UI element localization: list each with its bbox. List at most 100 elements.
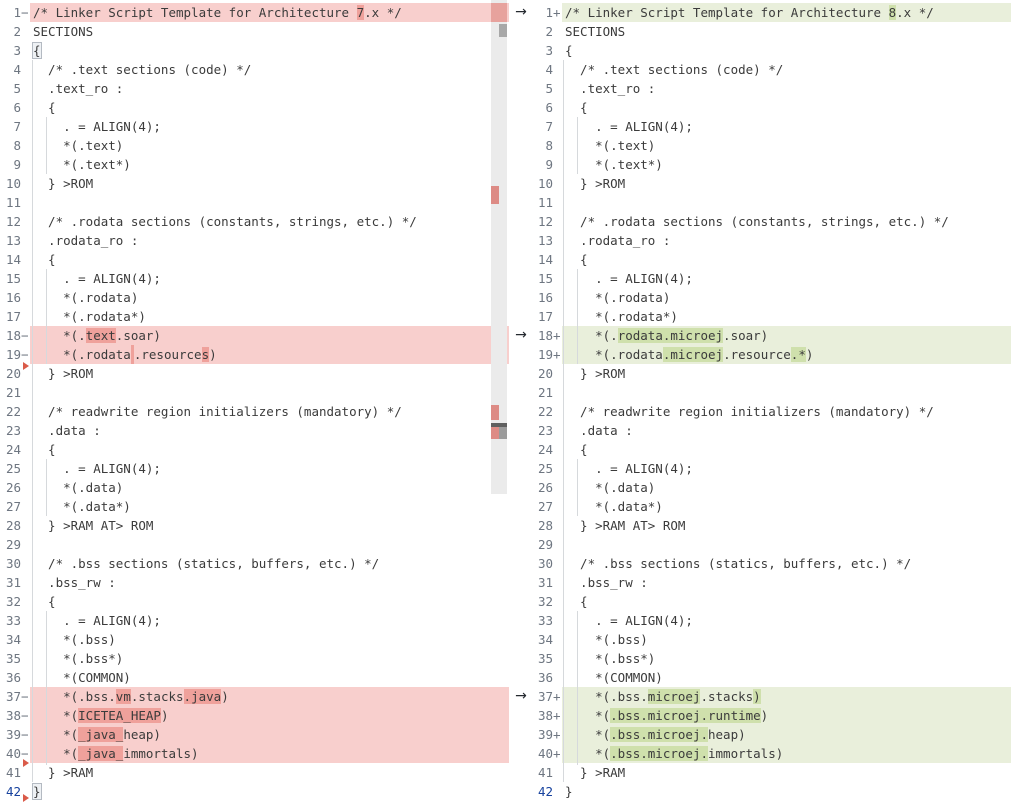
line-number[interactable]: 31 — [537, 575, 553, 590]
line-number[interactable]: 35 — [5, 651, 21, 666]
line-number[interactable]: 33 — [5, 613, 21, 628]
code-text[interactable]: /* readwrite region initializers (mandat… — [30, 402, 509, 421]
line-number[interactable]: 2 — [13, 24, 21, 39]
line-number[interactable]: 42 — [5, 784, 21, 799]
code-text[interactable]: { — [30, 250, 509, 269]
line-number[interactable]: 8 — [13, 138, 21, 153]
line-number[interactable]: 4 — [13, 62, 21, 77]
code-text[interactable]: *(.text*) — [562, 155, 1011, 174]
code-text[interactable]: /* .rodata sections (constants, strings,… — [562, 212, 1011, 231]
line-number[interactable]: 24 — [537, 442, 553, 457]
line-number[interactable]: 25 — [537, 461, 553, 476]
line-number[interactable]: 21 — [537, 385, 553, 400]
line-number[interactable]: 17 — [537, 309, 553, 324]
code-text[interactable]: *(ICETEA_HEAP) — [30, 706, 509, 725]
code-text[interactable]: *(.text*) — [30, 155, 509, 174]
line-number[interactable]: 6 — [13, 100, 21, 115]
code-text[interactable]: { — [30, 98, 509, 117]
line-number[interactable]: 39 — [5, 727, 21, 742]
code-text[interactable]: . = ALIGN(4); — [30, 269, 509, 288]
line-number[interactable]: 27 — [537, 499, 553, 514]
line-number[interactable]: 12 — [537, 214, 553, 229]
line-number[interactable]: 28 — [5, 518, 21, 533]
line-number[interactable]: 14 — [537, 252, 553, 267]
line-number[interactable]: 5 — [545, 81, 553, 96]
code-text[interactable]: *(.rodata .resources) — [30, 345, 509, 364]
line-number[interactable]: 5 — [13, 81, 21, 96]
code-text[interactable]: } >ROM — [562, 364, 1011, 383]
code-text[interactable]: .bss_rw : — [30, 573, 509, 592]
original-editor-pane[interactable]: 1−/* Linker Script Template for Architec… — [0, 0, 509, 807]
code-text[interactable]: .bss_rw : — [562, 573, 1011, 592]
code-text[interactable]: /* .bss sections (statics, buffers, etc.… — [562, 554, 1011, 573]
line-number[interactable]: 14 — [5, 252, 21, 267]
code-text[interactable]: /* readwrite region initializers (mandat… — [562, 402, 1011, 421]
line-number[interactable]: 2 — [545, 24, 553, 39]
code-text[interactable]: { — [562, 440, 1011, 459]
line-number[interactable]: 41 — [537, 765, 553, 780]
line-number[interactable]: 34 — [537, 632, 553, 647]
line-number[interactable]: 33 — [537, 613, 553, 628]
code-text[interactable]: *(.bss.vm.stacks.java) — [30, 687, 509, 706]
code-text[interactable]: SECTIONS — [562, 22, 1011, 41]
code-text[interactable]: .text_ro : — [562, 79, 1011, 98]
code-text[interactable]: /* Linker Script Template for Architectu… — [30, 3, 509, 22]
code-text[interactable]: *(.rodata*) — [30, 307, 509, 326]
line-number[interactable]: 9 — [13, 157, 21, 172]
code-text[interactable]: *(.bss.microej.heap) — [562, 725, 1011, 744]
line-number[interactable]: 20 — [5, 366, 21, 381]
code-text[interactable]: .rodata_ro : — [30, 231, 509, 250]
code-text[interactable]: *(.text) — [562, 136, 1011, 155]
line-number[interactable]: 13 — [5, 233, 21, 248]
line-number[interactable]: 39 — [537, 727, 553, 742]
line-number[interactable]: 18 — [5, 328, 21, 343]
code-text[interactable]: /* .rodata sections (constants, strings,… — [30, 212, 509, 231]
line-number[interactable]: 8 — [545, 138, 553, 153]
code-text[interactable]: .data : — [562, 421, 1011, 440]
code-text[interactable]: } >RAM — [562, 763, 1011, 782]
code-text[interactable]: *(.bss*) — [562, 649, 1011, 668]
line-number[interactable]: 7 — [545, 119, 553, 134]
line-number[interactable]: 40 — [5, 746, 21, 761]
code-text[interactable]: . = ALIGN(4); — [30, 611, 509, 630]
change-arrow-icon[interactable]: → — [515, 327, 527, 343]
code-text[interactable] — [562, 535, 1011, 554]
modified-editor-pane[interactable]: 1 +/* Linker Script Template for Architec… — [509, 0, 1011, 807]
code-text[interactable]: *(.data*) — [562, 497, 1011, 516]
code-text[interactable]: { — [30, 41, 509, 60]
line-number[interactable]: 10 — [5, 176, 21, 191]
line-number[interactable]: 22 — [5, 404, 21, 419]
line-number[interactable]: 32 — [537, 594, 553, 609]
code-text[interactable] — [562, 383, 1011, 402]
code-text[interactable]: } — [562, 782, 1011, 801]
code-text[interactable] — [30, 383, 509, 402]
line-number[interactable]: 19 — [5, 347, 21, 362]
code-text[interactable]: } >RAM AT> ROM — [30, 516, 509, 535]
code-text[interactable]: } >RAM AT> ROM — [562, 516, 1011, 535]
code-text[interactable]: *(.rodata) — [30, 288, 509, 307]
code-text[interactable]: *(.bss) — [30, 630, 509, 649]
line-number[interactable]: 37 — [537, 689, 553, 704]
line-number[interactable]: 12 — [5, 214, 21, 229]
line-number[interactable]: 27 — [5, 499, 21, 514]
code-text[interactable]: SECTIONS — [30, 22, 509, 41]
code-text[interactable]: .data : — [30, 421, 509, 440]
code-text[interactable]: *(.data*) — [30, 497, 509, 516]
line-number[interactable]: 9 — [545, 157, 553, 172]
line-number[interactable]: 30 — [537, 556, 553, 571]
code-text[interactable]: *(.bss.microej.immortals) — [562, 744, 1011, 763]
line-number[interactable]: 36 — [5, 670, 21, 685]
line-number[interactable]: 42 — [537, 784, 553, 799]
code-text[interactable]: . = ALIGN(4); — [562, 459, 1011, 478]
line-number[interactable]: 31 — [5, 575, 21, 590]
code-text[interactable]: *(.text.soar) — [30, 326, 509, 345]
line-number[interactable]: 26 — [5, 480, 21, 495]
code-text[interactable]: *(.rodata.microej.resource.*) — [562, 345, 1011, 364]
line-number[interactable]: 11 — [537, 195, 553, 210]
code-text[interactable]: *(COMMON) — [30, 668, 509, 687]
line-number[interactable]: 29 — [5, 537, 21, 552]
code-text[interactable]: . = ALIGN(4); — [562, 117, 1011, 136]
code-text[interactable]: *(_java_heap) — [30, 725, 509, 744]
code-text[interactable]: *(COMMON) — [562, 668, 1011, 687]
code-text[interactable]: { — [562, 592, 1011, 611]
